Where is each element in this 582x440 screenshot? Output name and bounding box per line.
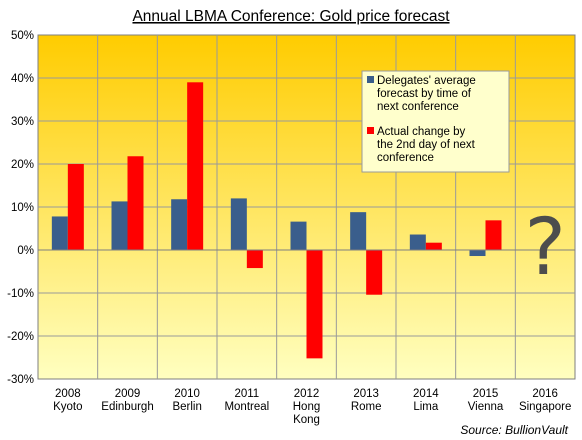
bar-series2-2015 — [485, 220, 502, 250]
x-label-2009: 2009 Edinburgh — [101, 388, 153, 413]
x-label-line: Edinburgh — [101, 401, 153, 413]
source-note: Source: BullionVault — [460, 423, 568, 437]
unknown-forecast-question-mark: ? — [524, 203, 565, 293]
x-label-2015: 2015 Vienna — [468, 388, 504, 413]
legend: Delegates' average forecast by time of nex… — [361, 70, 510, 173]
y-tick-label-4: 10% — [11, 202, 34, 214]
x-label-2014: 2014 Lima — [413, 388, 439, 413]
legend-entry-line: next conference — [377, 101, 459, 113]
x-label-2010: 2010 Berlin — [172, 388, 201, 413]
legend-entry-2: Actual change by the 2nd day of next confe… — [377, 126, 476, 164]
bar-series1-2010 — [171, 199, 188, 250]
x-label-line: Rome — [351, 401, 382, 413]
bar-series1-2015 — [469, 250, 486, 257]
y-tick-label-0: -30% — [7, 374, 34, 386]
x-label-line: 2016 — [532, 388, 558, 400]
bar-series1-2011 — [230, 198, 247, 250]
bar-series1-2013 — [350, 212, 367, 250]
bar-series2-2008 — [67, 164, 84, 250]
bar-series2-2010 — [187, 82, 204, 250]
bar-series2-2013 — [366, 250, 383, 295]
x-label-line: 2009 — [115, 388, 141, 400]
x-label-line: 2008 — [55, 388, 81, 400]
legend-entry-1: Delegates' average forecast by time of nex… — [377, 75, 476, 113]
legend-entry-line: conference — [377, 152, 434, 164]
x-label-line: Vienna — [468, 401, 504, 413]
legend-swatch-1 — [367, 76, 374, 83]
legend-entry-line: forecast by time of — [377, 88, 472, 100]
y-tick-label-6: 30% — [11, 116, 34, 128]
chart-title: Annual LBMA Conference: Gold price forec… — [132, 8, 450, 25]
bar-series1-2014 — [409, 234, 426, 250]
y-axis-tick-labels: -30% -20% -10% 0% 10% 20% 30% 40% 50% — [7, 30, 34, 386]
bar-series2-2009 — [127, 156, 144, 250]
x-label-line: 2010 — [174, 388, 200, 400]
legend-swatch-2 — [367, 127, 374, 134]
x-label-line: Berlin — [172, 401, 201, 413]
x-label-2012: 2012 Hong Kong — [293, 388, 321, 426]
x-label-line: Singapore — [519, 401, 571, 413]
x-label-line: Lima — [413, 401, 439, 413]
x-label-line: Kong — [293, 414, 320, 426]
legend-entry-line: the 2nd day of next — [377, 139, 476, 151]
legend-entry-line: Delegates' average — [377, 75, 476, 87]
x-label-line: 2011 — [234, 388, 259, 400]
bar-series2-2011 — [246, 250, 263, 269]
bar-series2-2012 — [306, 250, 323, 359]
legend-entry-line: Actual change by — [377, 126, 465, 138]
y-tick-label-5: 20% — [11, 159, 34, 171]
bar-series2-2014 — [425, 242, 442, 250]
x-label-line: 2013 — [353, 388, 379, 400]
x-label-line: 2012 — [294, 388, 320, 400]
x-label-2016: 2016 Singapore — [519, 388, 571, 413]
x-label-line: 2014 — [413, 388, 439, 400]
x-label-line: Kyoto — [53, 401, 82, 413]
bars — [51, 82, 502, 359]
x-label-2013: 2013 Rome — [351, 388, 382, 413]
y-tick-label-3: 0% — [17, 245, 34, 257]
x-label-2011: 2011 Montreal — [224, 388, 269, 413]
legend-box — [361, 70, 510, 173]
x-label-line: Montreal — [224, 401, 269, 413]
x-label-line: Hong — [293, 401, 321, 413]
x-axis-category-labels: 2008 Kyoto 2009 Edinburgh 2010 Berlin 2011 Mont… — [53, 388, 571, 426]
y-tick-label-7: 40% — [11, 73, 34, 85]
x-label-2008: 2008 Kyoto — [53, 388, 82, 413]
bar-series1-2012 — [290, 221, 307, 250]
y-tick-label-2: -10% — [7, 288, 34, 300]
bar-series1-2008 — [51, 216, 68, 250]
y-tick-label-1: -20% — [7, 331, 34, 343]
x-label-line: 2015 — [473, 388, 499, 400]
bar-series1-2009 — [111, 201, 128, 250]
y-tick-label-8: 50% — [11, 30, 34, 42]
